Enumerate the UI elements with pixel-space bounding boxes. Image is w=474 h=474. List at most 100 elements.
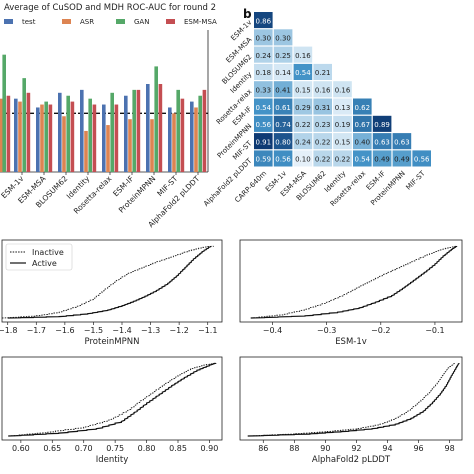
heatmap-cell-identity-blosum62	[313, 63, 332, 80]
bar-mif-st-esm-msa	[180, 98, 185, 172]
heatmap-cell-alphafold2-plddt-blosum62	[313, 150, 332, 167]
x-tick-label-5: −1.3	[141, 326, 160, 335]
heatmap-value-alphafold2-plddt-identity: 0.22	[335, 156, 351, 164]
ecdf-line-inactive	[8, 362, 217, 437]
heatmap-cell-proteinmpnn-esm-if	[372, 115, 392, 132]
bar-blosum62-esm-msa	[70, 101, 75, 172]
heatmap-cell-proteinmpnn-identity	[333, 115, 352, 132]
bar-esm-1v-test	[14, 98, 18, 172]
bar-chart-legend: test ASR GAN ESM-MSA	[4, 18, 217, 26]
heatmap-value-mif-st-esm-msa: 0.24	[295, 138, 311, 146]
heatmap-value-rosetta-relax-esm-msa: 0.15	[295, 86, 311, 94]
x-tick-label-4: −1.4	[112, 326, 131, 335]
x-tick-label-3: 0.75	[106, 444, 124, 453]
bar-alphafold2-plddt-gan	[198, 95, 202, 172]
heatmap-value-proteinmpnn-esm-1v: 0.74	[275, 121, 291, 129]
x-tick-label-4: 0.80	[138, 444, 156, 453]
x-tick-label-6: 98	[444, 444, 454, 453]
bar-esm-if-asr	[128, 119, 132, 172]
bar-esm-msa-gan	[44, 101, 48, 172]
heatmap-value-esm-1v-carp-640m: 0.86	[256, 17, 272, 25]
legend-label-esm-msa: ESM-MSA	[184, 18, 217, 26]
heatmap-cell-alphafold2-plddt-identity	[333, 150, 352, 167]
heatmap-value-alphafold2-plddt-proteinmpnn: 0.49	[394, 156, 410, 164]
heatmap-cell-mif-st-identity	[333, 133, 352, 150]
heatmap-value-blosum62-esm-1v: 0.25	[275, 52, 291, 60]
heatmap-value-esm-msa-esm-1v: 0.30	[275, 35, 291, 43]
heatmap-value-rosetta-relax-identity: 0.16	[335, 86, 351, 94]
bar-proteinmpnn-test	[146, 84, 150, 172]
heatmap-value-alphafold2-plddt-esm-msa: 0.10	[295, 156, 311, 164]
heatmap-value-esm-if-identity: 0.13	[335, 104, 351, 112]
bar-mif-st-test	[168, 107, 172, 172]
x-tick-label-3: 92	[351, 444, 361, 453]
heatmap-value-mif-st-rosetta-relax: 0.40	[355, 138, 371, 146]
x-tick-label-2: 90	[320, 444, 330, 453]
ecdf-line-inactive	[250, 245, 458, 319]
bar-offscreen-asr	[0, 98, 4, 172]
bar-chart-panel: Average of CuSOD and MDH ROC-AUC for rou…	[0, 3, 217, 229]
heatmap-cell-proteinmpnn-blosum62	[313, 115, 332, 132]
heatmap-cell-proteinmpnn-esm-1v	[273, 115, 293, 132]
x-tick-label-6: 0.90	[201, 444, 219, 453]
heatmap-cell-alphafold2-plddt-esm-1v	[273, 150, 293, 167]
bar-mif-st-gan	[176, 89, 180, 172]
x-tick-label-0: −0.4	[263, 326, 282, 335]
heatmap-cell-esm-msa-esm-1v	[273, 29, 293, 46]
legend-label-test: test	[22, 18, 36, 26]
legend-swatch-esm-msa	[166, 19, 175, 24]
heatmap-cell-esm-if-blosum62	[313, 98, 332, 115]
heatmap-cell-mif-st-rosetta-relax	[353, 133, 372, 150]
bar-esm-1v-gan	[22, 78, 26, 172]
bar-alphafold2-plddt-test	[190, 101, 194, 172]
bar-esm-if-gan	[132, 89, 136, 172]
x-tick-label-5: 96	[413, 444, 423, 453]
bar-chart-x-tick-labels: ESM-1vESM-MSABLOSUM62IdentityRosetta-rel…	[0, 172, 202, 229]
heatmap-cell-proteinmpnn-esm-msa	[293, 115, 313, 132]
bar-proteinmpnn-esm-msa	[158, 84, 163, 172]
bar-chart-bars	[0, 54, 207, 172]
heatmap-col-label-rosetta-relax: Rosetta-relax	[329, 169, 368, 208]
heatmap-value-blosum62-esm-msa: 0.16	[295, 52, 311, 60]
x-tick-label-2: −1.6	[55, 326, 74, 335]
heatmap-cell-alphafold2-plddt-esm-if	[372, 150, 392, 167]
heatmap-cell-mif-st-carp-640m	[254, 133, 273, 150]
x-tick-label-1: 88	[289, 444, 299, 453]
x-tick-label-1: −0.3	[317, 326, 336, 335]
x-tick-label-1: −1.7	[27, 326, 46, 335]
ecdf-panel-esm-1v: −0.4 −0.3 −0.2 −0.1 ESM-1v	[239, 239, 463, 347]
heatmap-value-esm-if-blosum62: 0.31	[315, 104, 331, 112]
heatmap-cell-alphafold2-plddt-carp-640m	[254, 150, 273, 167]
x-tick-label-4: 94	[382, 444, 392, 453]
heatmap-value-rosetta-relax-esm-1v: 0.41	[275, 86, 291, 94]
heatmap-cell-esm-msa-carp-640m	[254, 29, 273, 46]
heatmap-value-alphafold2-plddt-blosum62: 0.22	[315, 156, 331, 164]
bar-identity-esm-msa	[92, 104, 97, 172]
heatmap-value-proteinmpnn-blosum62: 0.23	[315, 121, 331, 129]
heatmap-value-rosetta-relax-carp-640m: 0.33	[256, 86, 272, 94]
x-tick-label-6: −1.2	[169, 326, 188, 335]
x-tick-label-0: 86	[258, 444, 268, 453]
legend-swatch-asr	[62, 19, 71, 24]
heatmap-value-esm-if-esm-1v: 0.61	[275, 104, 291, 112]
heatmap-value-mif-st-blosum62: 0.22	[315, 138, 331, 146]
bar-alphafold2-plddt-esm-msa	[202, 89, 207, 172]
panel-label-b: b	[243, 7, 252, 21]
bar-esm-1v-asr	[18, 101, 22, 172]
bar-identity-gan	[88, 98, 92, 172]
x-tick-label-3: −0.1	[425, 326, 444, 335]
legend-label-asr: ASR	[80, 18, 94, 26]
x-tick-label-5: 0.85	[169, 444, 187, 453]
bar-blosum62-test	[58, 92, 62, 172]
heatmap-value-mif-st-carp-640m: 0.91	[256, 138, 272, 146]
bar-rosetta-relax-esm-msa	[114, 104, 119, 172]
x-tick-label-1: 0.65	[43, 444, 61, 453]
axes-frame	[239, 356, 463, 441]
heatmap-value-alphafold2-plddt-esm-if: 0.49	[374, 156, 390, 164]
bar-esm-msa-asr	[40, 104, 44, 172]
heatmap-cell-identity-esm-msa	[293, 63, 313, 80]
ecdf-line-inactive	[247, 363, 455, 437]
heatmap-cell-rosetta-relax-blosum62	[313, 81, 332, 98]
heatmap-cell-blosum62-carp-640m	[254, 46, 273, 63]
